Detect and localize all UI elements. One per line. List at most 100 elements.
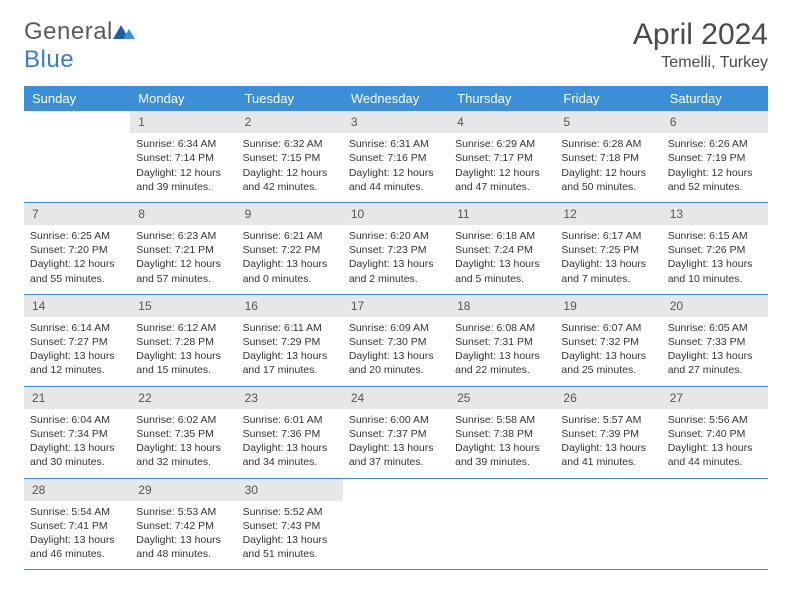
daynum-cell: 18: [449, 294, 555, 317]
dayinfo-cell: Sunrise: 6:34 AMSunset: 7:14 PMDaylight:…: [130, 133, 236, 202]
dayhead-thu: Thursday: [449, 86, 555, 111]
dayinfo-cell: Sunrise: 6:01 AMSunset: 7:36 PMDaylight:…: [237, 409, 343, 478]
dayhead-wed: Wednesday: [343, 86, 449, 111]
sunset-line: Sunset: 7:28 PM: [136, 335, 230, 349]
sunset-line: Sunset: 7:23 PM: [349, 243, 443, 257]
sunset-line: Sunset: 7:42 PM: [136, 519, 230, 533]
daynum-cell: 22: [130, 386, 236, 409]
dayinfo-cell: Sunrise: 6:08 AMSunset: 7:31 PMDaylight:…: [449, 317, 555, 386]
daylight-line: Daylight: 13 hours and 20 minutes.: [349, 349, 443, 377]
sunset-line: Sunset: 7:29 PM: [243, 335, 337, 349]
daylight-line: Daylight: 13 hours and 32 minutes.: [136, 441, 230, 469]
sunrise-line: Sunrise: 6:21 AM: [243, 229, 337, 243]
dayinfo-cell: [449, 501, 555, 570]
dayinfo-cell: Sunrise: 6:14 AMSunset: 7:27 PMDaylight:…: [24, 317, 130, 386]
dayhead-sun: Sunday: [24, 86, 130, 111]
dayinfo-cell: Sunrise: 6:05 AMSunset: 7:33 PMDaylight:…: [662, 317, 768, 386]
daylight-line: Daylight: 13 hours and 0 minutes.: [243, 257, 337, 285]
sunrise-line: Sunrise: 5:54 AM: [30, 505, 124, 519]
daynum-row: 78910111213: [24, 202, 768, 225]
daynum-cell: 26: [555, 386, 661, 409]
daynum-cell: [662, 478, 768, 501]
daylight-line: Daylight: 13 hours and 22 minutes.: [455, 349, 549, 377]
month-title: April 2024: [633, 18, 768, 52]
daynum-cell: 4: [449, 111, 555, 133]
dayinfo-row: Sunrise: 6:34 AMSunset: 7:14 PMDaylight:…: [24, 133, 768, 202]
daylight-line: Daylight: 12 hours and 44 minutes.: [349, 166, 443, 194]
logo: GeneralBlue: [24, 18, 135, 74]
dayinfo-cell: [24, 133, 130, 202]
daynum-row: 123456: [24, 111, 768, 133]
dayinfo-cell: Sunrise: 6:00 AMSunset: 7:37 PMDaylight:…: [343, 409, 449, 478]
dayinfo-row: Sunrise: 6:14 AMSunset: 7:27 PMDaylight:…: [24, 317, 768, 386]
daynum-row: 21222324252627: [24, 386, 768, 409]
location: Temelli, Turkey: [633, 54, 768, 72]
logo-triangle-icon: [113, 21, 135, 39]
daylight-line: Daylight: 12 hours and 39 minutes.: [136, 166, 230, 194]
daynum-cell: 17: [343, 294, 449, 317]
dayinfo-cell: Sunrise: 6:23 AMSunset: 7:21 PMDaylight:…: [130, 225, 236, 294]
dayinfo-cell: Sunrise: 6:26 AMSunset: 7:19 PMDaylight:…: [662, 133, 768, 202]
dayinfo-cell: Sunrise: 6:02 AMSunset: 7:35 PMDaylight:…: [130, 409, 236, 478]
dayinfo-cell: Sunrise: 6:21 AMSunset: 7:22 PMDaylight:…: [237, 225, 343, 294]
logo-text: GeneralBlue: [24, 18, 135, 74]
sunset-line: Sunset: 7:24 PM: [455, 243, 549, 257]
sunset-line: Sunset: 7:37 PM: [349, 427, 443, 441]
daylight-line: Daylight: 13 hours and 27 minutes.: [668, 349, 762, 377]
sunrise-line: Sunrise: 6:29 AM: [455, 137, 549, 151]
sunset-line: Sunset: 7:14 PM: [136, 151, 230, 165]
dayinfo-cell: Sunrise: 5:58 AMSunset: 7:38 PMDaylight:…: [449, 409, 555, 478]
daylight-line: Daylight: 12 hours and 52 minutes.: [668, 166, 762, 194]
daylight-line: Daylight: 13 hours and 12 minutes.: [30, 349, 124, 377]
sunrise-line: Sunrise: 6:25 AM: [30, 229, 124, 243]
daynum-cell: 10: [343, 202, 449, 225]
sunrise-line: Sunrise: 6:11 AM: [243, 321, 337, 335]
sunset-line: Sunset: 7:32 PM: [561, 335, 655, 349]
daynum-cell: 8: [130, 202, 236, 225]
daynum-cell: 21: [24, 386, 130, 409]
sunrise-line: Sunrise: 6:15 AM: [668, 229, 762, 243]
dayinfo-cell: Sunrise: 6:17 AMSunset: 7:25 PMDaylight:…: [555, 225, 661, 294]
dayinfo-cell: Sunrise: 6:25 AMSunset: 7:20 PMDaylight:…: [24, 225, 130, 294]
dayinfo-cell: Sunrise: 6:07 AMSunset: 7:32 PMDaylight:…: [555, 317, 661, 386]
day-header-row: Sunday Monday Tuesday Wednesday Thursday…: [24, 86, 768, 111]
daylight-line: Daylight: 13 hours and 44 minutes.: [668, 441, 762, 469]
daynum-cell: 29: [130, 478, 236, 501]
sunrise-line: Sunrise: 6:00 AM: [349, 413, 443, 427]
daylight-line: Daylight: 13 hours and 17 minutes.: [243, 349, 337, 377]
dayinfo-row: Sunrise: 5:54 AMSunset: 7:41 PMDaylight:…: [24, 501, 768, 570]
sunrise-line: Sunrise: 6:28 AM: [561, 137, 655, 151]
sunrise-line: Sunrise: 6:26 AM: [668, 137, 762, 151]
daynum-cell: 14: [24, 294, 130, 317]
sunrise-line: Sunrise: 6:34 AM: [136, 137, 230, 151]
sunrise-line: Sunrise: 6:23 AM: [136, 229, 230, 243]
daynum-row: 14151617181920: [24, 294, 768, 317]
daylight-line: Daylight: 12 hours and 55 minutes.: [30, 257, 124, 285]
daylight-line: Daylight: 12 hours and 42 minutes.: [243, 166, 337, 194]
dayinfo-cell: Sunrise: 6:31 AMSunset: 7:16 PMDaylight:…: [343, 133, 449, 202]
daylight-line: Daylight: 13 hours and 2 minutes.: [349, 257, 443, 285]
daynum-cell: 24: [343, 386, 449, 409]
sunrise-line: Sunrise: 5:56 AM: [668, 413, 762, 427]
sunrise-line: Sunrise: 6:18 AM: [455, 229, 549, 243]
sunrise-line: Sunrise: 5:58 AM: [455, 413, 549, 427]
title-block: April 2024 Temelli, Turkey: [633, 18, 768, 72]
sunset-line: Sunset: 7:40 PM: [668, 427, 762, 441]
sunset-line: Sunset: 7:15 PM: [243, 151, 337, 165]
sunset-line: Sunset: 7:43 PM: [243, 519, 337, 533]
daylight-line: Daylight: 13 hours and 15 minutes.: [136, 349, 230, 377]
dayinfo-row: Sunrise: 6:25 AMSunset: 7:20 PMDaylight:…: [24, 225, 768, 294]
sunrise-line: Sunrise: 5:53 AM: [136, 505, 230, 519]
header: GeneralBlue April 2024 Temelli, Turkey: [24, 18, 768, 74]
daylight-line: Daylight: 13 hours and 39 minutes.: [455, 441, 549, 469]
dayinfo-cell: Sunrise: 6:32 AMSunset: 7:15 PMDaylight:…: [237, 133, 343, 202]
sunrise-line: Sunrise: 6:20 AM: [349, 229, 443, 243]
sunset-line: Sunset: 7:27 PM: [30, 335, 124, 349]
daynum-cell: 19: [555, 294, 661, 317]
daynum-cell: 9: [237, 202, 343, 225]
dayinfo-row: Sunrise: 6:04 AMSunset: 7:34 PMDaylight:…: [24, 409, 768, 478]
sunrise-line: Sunrise: 6:04 AM: [30, 413, 124, 427]
sunrise-line: Sunrise: 6:17 AM: [561, 229, 655, 243]
daylight-line: Daylight: 13 hours and 46 minutes.: [30, 533, 124, 561]
dayinfo-cell: Sunrise: 6:04 AMSunset: 7:34 PMDaylight:…: [24, 409, 130, 478]
